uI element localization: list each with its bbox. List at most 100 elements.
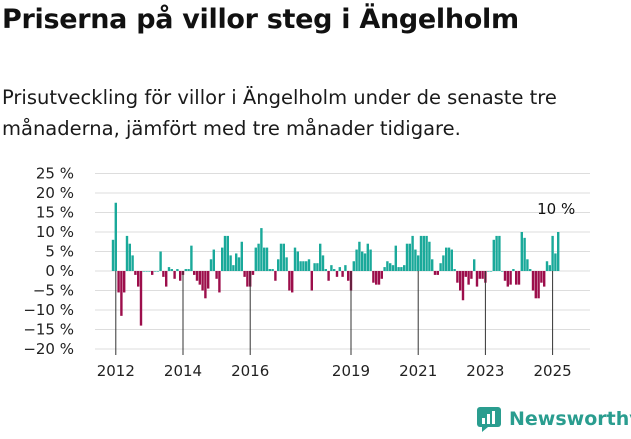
bar — [153, 271, 157, 272]
bar — [271, 269, 274, 271]
bar — [279, 243, 283, 271]
bar — [333, 269, 336, 271]
x-tick-label: 2025 — [534, 362, 572, 380]
bar — [386, 261, 389, 271]
bar — [195, 271, 199, 281]
bar — [198, 271, 201, 285]
bar — [338, 267, 341, 271]
bars — [111, 202, 560, 326]
bar — [481, 271, 484, 279]
bar — [403, 265, 406, 271]
bar — [254, 247, 257, 271]
bar — [170, 269, 173, 271]
bar — [193, 271, 196, 275]
x-tick-label: 2021 — [399, 362, 437, 380]
bar — [428, 241, 431, 271]
bar — [467, 271, 470, 285]
bar — [299, 261, 302, 271]
bar — [526, 259, 529, 271]
bar — [534, 271, 537, 299]
bar — [422, 235, 425, 271]
bar — [414, 249, 417, 271]
bar — [503, 271, 507, 281]
bar — [344, 265, 347, 271]
bar — [450, 249, 453, 271]
bar — [246, 271, 249, 287]
bar — [347, 271, 350, 281]
bar — [114, 202, 117, 271]
bar — [543, 271, 546, 287]
bar — [282, 243, 285, 271]
bar — [223, 235, 227, 271]
bar — [470, 271, 473, 279]
latest-value-annotation: 10 % — [537, 200, 575, 218]
bar — [341, 271, 344, 277]
bar — [184, 269, 187, 271]
x-tick-label: 2019 — [332, 362, 370, 380]
bar — [265, 247, 269, 271]
bar — [291, 271, 294, 293]
bar — [209, 259, 213, 271]
chart-title: Priserna på villor steg i Ängelholm — [2, 4, 519, 35]
bar — [321, 255, 325, 271]
y-tick-label: −5 % — [33, 282, 74, 300]
bar — [358, 241, 361, 271]
bar — [319, 243, 322, 271]
bar — [442, 255, 445, 271]
bar — [229, 255, 232, 271]
x-tick-label: 2014 — [164, 362, 202, 380]
bar — [363, 253, 367, 271]
bar — [436, 271, 439, 275]
bar — [128, 243, 131, 271]
bar — [512, 269, 515, 271]
x-axis: 2012 2014 2016 2019 2021 2023 2025 — [97, 271, 572, 380]
bar — [383, 267, 386, 271]
bar — [478, 271, 481, 279]
bar — [134, 271, 137, 275]
bar — [498, 235, 501, 271]
bar — [187, 269, 190, 271]
bar — [487, 271, 490, 272]
bar — [307, 259, 311, 271]
bar — [335, 271, 339, 277]
bar — [274, 271, 277, 281]
bar — [148, 271, 151, 272]
bar — [520, 232, 523, 271]
bar — [445, 247, 448, 271]
bar — [554, 253, 557, 271]
bar — [394, 245, 397, 271]
bar — [235, 253, 238, 271]
bar — [120, 271, 123, 316]
bar — [557, 232, 560, 271]
bar — [165, 271, 168, 287]
bar — [537, 271, 540, 299]
brand-name: Newsworthy — [509, 408, 631, 430]
bar — [142, 271, 145, 272]
bar — [139, 271, 143, 326]
bar — [515, 271, 518, 285]
bar — [540, 271, 543, 283]
bar — [159, 251, 162, 271]
gridlines — [95, 173, 590, 350]
bar — [288, 271, 291, 291]
y-tick-label: 5 % — [45, 243, 74, 261]
bar — [456, 271, 459, 283]
bar — [419, 235, 423, 271]
bar — [400, 267, 403, 271]
x-tick-label: 2023 — [466, 362, 504, 380]
y-tick-label: 15 % — [36, 204, 74, 222]
bar — [251, 271, 255, 275]
y-tick-label: 20 % — [36, 184, 74, 202]
bar — [316, 263, 319, 271]
bar — [257, 243, 260, 271]
bar — [501, 271, 504, 272]
bar — [268, 269, 271, 271]
bar — [380, 271, 383, 279]
bar — [201, 271, 204, 291]
bar — [366, 243, 369, 271]
bar — [167, 267, 171, 271]
bar — [296, 251, 299, 271]
bar — [263, 247, 266, 271]
bar — [473, 259, 476, 271]
